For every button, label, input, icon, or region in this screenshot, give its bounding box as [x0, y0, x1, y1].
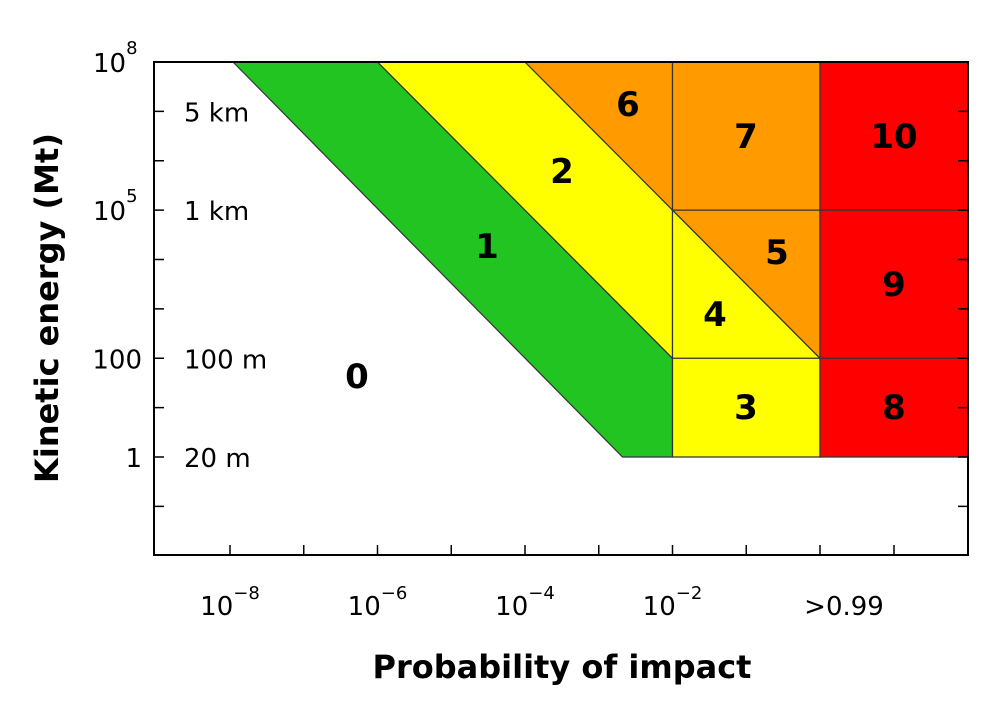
region-label-8: 8	[882, 388, 906, 428]
region-label-2: 2	[550, 152, 574, 192]
x-tick-label: >0.99	[804, 592, 884, 622]
x-tick-base: 10	[348, 592, 381, 622]
x-tick-exponent: −2	[676, 583, 703, 604]
y-tick-base: 10	[93, 197, 126, 227]
y-tick-label: 108	[93, 38, 138, 79]
region-label-9: 9	[882, 265, 906, 305]
size-label: 5 km	[184, 98, 249, 128]
y-tick-exponent: 5	[126, 186, 137, 207]
region-label-4: 4	[703, 295, 727, 335]
y-tick-label: 100	[92, 345, 142, 375]
y-tick-exponent: 8	[126, 38, 137, 59]
x-axis-title: Probability of impact	[373, 648, 752, 686]
x-tick-base: >0.99	[804, 592, 884, 622]
region-label-0: 0	[345, 357, 369, 397]
y-tick-label: 1	[125, 444, 142, 474]
region-label-7: 7	[734, 117, 758, 157]
region-label-6: 6	[616, 85, 640, 125]
x-tick-label: 10−2	[643, 583, 703, 622]
y-axis-title: Kinetic energy (Mt)	[28, 133, 66, 483]
region-label-3: 3	[734, 388, 758, 428]
x-tick-exponent: −4	[528, 583, 555, 604]
x-tick-base: 10	[200, 592, 233, 622]
x-tick-base: 10	[643, 592, 676, 622]
x-tick-label: 10−6	[348, 583, 408, 622]
y-tick-label: 105	[93, 186, 138, 227]
x-tick-exponent: −8	[233, 583, 260, 604]
region-label-10: 10	[870, 117, 917, 157]
size-label: 1 km	[184, 197, 249, 227]
x-tick-base: 10	[495, 592, 528, 622]
size-label: 20 m	[184, 444, 251, 474]
region-label-1: 1	[475, 227, 499, 267]
x-tick-exponent: −6	[381, 583, 408, 604]
regions-layer	[231, 61, 969, 458]
y-tick-base: 1	[125, 444, 142, 474]
x-tick-label: 10−8	[200, 583, 260, 622]
size-label: 100 m	[184, 345, 267, 375]
region-label-5: 5	[765, 233, 789, 273]
y-tick-base: 10	[93, 49, 126, 79]
y-tick-base: 100	[92, 345, 142, 375]
x-tick-label: 10−4	[495, 583, 555, 622]
axes-layer	[153, 61, 969, 556]
